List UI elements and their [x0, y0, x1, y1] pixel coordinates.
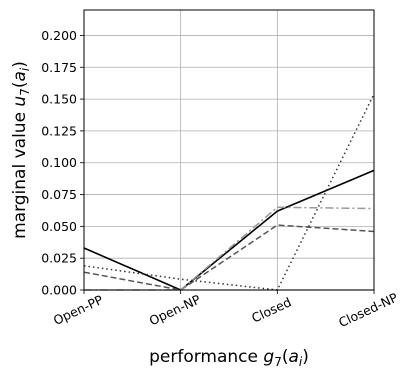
x-tick-label: Open-NP — [147, 291, 203, 328]
y-tick-label: 0.125 — [41, 123, 77, 138]
series-lines — [83, 93, 375, 291]
x-axis-ticks: Open-PP Open-NP Closed Closed-NP — [51, 290, 400, 331]
y-tick-label: 0.150 — [41, 92, 77, 107]
x-tick-label: Closed-NP — [336, 290, 400, 331]
plot-frame — [83, 9, 375, 291]
y-tick-label: 0.050 — [41, 219, 77, 234]
y-axis-label: marginal value u7(ai) — [10, 61, 32, 239]
y-tick-label: 0.100 — [41, 155, 77, 170]
series-line-dotted — [83, 93, 375, 291]
y-tick-label: 0.200 — [41, 28, 77, 43]
x-axis-label: performance g7(ai) — [149, 347, 309, 369]
series-line-dashed — [83, 224, 375, 291]
series-line-solid — [83, 169, 375, 291]
series-line-dashdot — [84, 206, 375, 291]
y-tick-label: 0.000 — [41, 283, 77, 298]
y-tick-label: 0.175 — [41, 60, 77, 75]
y-tick-label: 0.075 — [41, 187, 77, 202]
y-axis-ticks: 0.000 0.025 0.050 0.075 0.100 0.125 0.150 0.175… — [41, 28, 84, 298]
x-tick-label: Closed — [249, 294, 293, 325]
y-tick-label: 0.025 — [41, 251, 77, 266]
